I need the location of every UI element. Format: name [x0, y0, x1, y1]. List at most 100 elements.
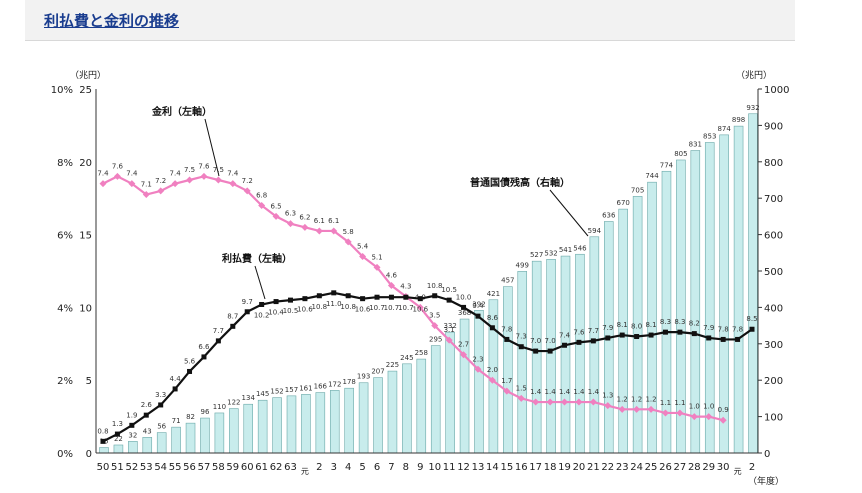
data-point: [388, 294, 394, 300]
data-point: [546, 398, 554, 406]
data-point: [561, 398, 569, 406]
bar-value-label: 193: [357, 373, 370, 381]
bar: [257, 399, 268, 454]
point-value-label: 6.6: [198, 343, 210, 351]
point-value-label: 7.6: [198, 162, 210, 170]
percent-tick-label: 0%: [57, 449, 73, 460]
x-tick-label: 6: [374, 462, 380, 473]
data-point: [230, 323, 236, 329]
point-value-label: 7.6: [112, 162, 124, 170]
x-tick-label: 50: [97, 462, 110, 473]
point-value-label: 0.8: [97, 427, 108, 435]
data-point: [562, 342, 568, 348]
point-value-label: 7.2: [155, 177, 166, 185]
bar: [517, 271, 528, 454]
data-point: [589, 398, 597, 406]
bar-value-label: 207: [371, 368, 384, 376]
x-tick-label: 5: [359, 462, 365, 473]
right-tick-label: 0: [764, 449, 770, 460]
data-point: [330, 227, 338, 235]
point-value-label: 7.0: [530, 337, 541, 345]
bar: [185, 422, 196, 454]
data-point: [360, 296, 366, 302]
bar: [402, 363, 412, 454]
data-point: [706, 335, 712, 341]
x-tick-label: 12: [457, 462, 470, 473]
point-value-label: 11.0: [326, 300, 342, 308]
data-point: [618, 405, 626, 413]
x-tick-label: 25: [645, 462, 658, 473]
bar-value-label: 32: [128, 431, 137, 439]
right-tick-label: 200: [764, 376, 783, 387]
point-value-label: 1.5: [516, 384, 527, 392]
data-point: [187, 368, 193, 374]
point-value-label: 7.4: [170, 170, 182, 178]
data-point: [157, 187, 165, 195]
bar: [589, 236, 600, 454]
bar-value-label: 258: [415, 349, 428, 357]
right-tick-label: 300: [764, 340, 783, 351]
point-value-label: 1.3: [112, 420, 123, 428]
point-value-label: 0.9: [718, 406, 729, 414]
data-point: [316, 293, 322, 299]
bar-value-label: 43: [143, 427, 152, 435]
bar-series-group: 1522324356718296110122134145152157161166…: [99, 104, 760, 454]
x-tick-label: 53: [140, 462, 153, 473]
right-unit-label: （兆円）: [736, 70, 772, 81]
series-line: [102, 291, 753, 443]
bar-value-label: 368: [458, 309, 471, 317]
bar-value-label: 805: [674, 150, 687, 158]
point-value-label: 1.0: [703, 403, 714, 411]
page-header: 利払費と金利の推移: [25, 0, 795, 41]
x-tick-label: 18: [544, 462, 557, 473]
bar: [733, 125, 744, 454]
data-point: [460, 351, 468, 359]
point-value-label: 7.1: [141, 181, 152, 189]
x-tick-label: 14: [486, 462, 499, 473]
point-value-label: 2.7: [458, 341, 469, 349]
bar-value-label: 110: [213, 403, 226, 411]
bar-value-label: 96: [200, 408, 209, 416]
point-value-label: 7.3: [516, 333, 527, 341]
point-value-label: 8.1: [617, 321, 628, 329]
data-point: [244, 309, 250, 315]
data-point: [518, 344, 524, 350]
data-point: [691, 331, 697, 337]
data-point: [461, 304, 467, 310]
x-tick-label: 11: [443, 462, 456, 473]
data-point: [690, 413, 698, 421]
x-tick-label: 10: [428, 462, 441, 473]
data-point: [647, 405, 655, 413]
x-tick-label: 60: [241, 462, 254, 473]
annotation-bond-balance: 普通国債残高（右軸）: [470, 176, 570, 189]
point-value-label: 6.3: [285, 210, 296, 218]
page-title-link[interactable]: 利払費と金利の推移: [44, 12, 180, 30]
point-value-label: 1.9: [126, 411, 137, 419]
point-value-label: 10.7: [384, 304, 400, 312]
point-value-label: 8.0: [631, 323, 642, 331]
bar-value-label: 831: [689, 141, 702, 149]
percent-tick-label: 6%: [57, 231, 73, 242]
data-point: [128, 180, 136, 188]
point-value-label: 6.5: [270, 202, 281, 210]
x-tick-label: 28: [688, 462, 701, 473]
bar-value-label: 245: [400, 354, 413, 362]
bar: [618, 208, 628, 454]
percent-tick-label: 8%: [57, 158, 73, 169]
x-tick-label: 52: [125, 462, 138, 473]
bar-value-label: 71: [172, 417, 181, 425]
data-point: [605, 335, 611, 341]
right-tick-label: 600: [764, 231, 783, 242]
x-tick-label: 51: [111, 462, 124, 473]
leader-line: [254, 265, 266, 300]
bar-value-label: 594: [588, 227, 602, 235]
x-tick-label: 24: [630, 462, 643, 473]
point-value-label: 7.8: [718, 325, 729, 333]
bar: [142, 437, 153, 454]
right-tick-label: 900: [764, 121, 783, 132]
point-value-label: 10.8: [427, 282, 443, 290]
data-point: [200, 172, 208, 180]
bar-value-label: 541: [559, 246, 572, 254]
bar-value-label: 166: [314, 383, 328, 391]
bar-value-label: 744: [645, 172, 659, 180]
